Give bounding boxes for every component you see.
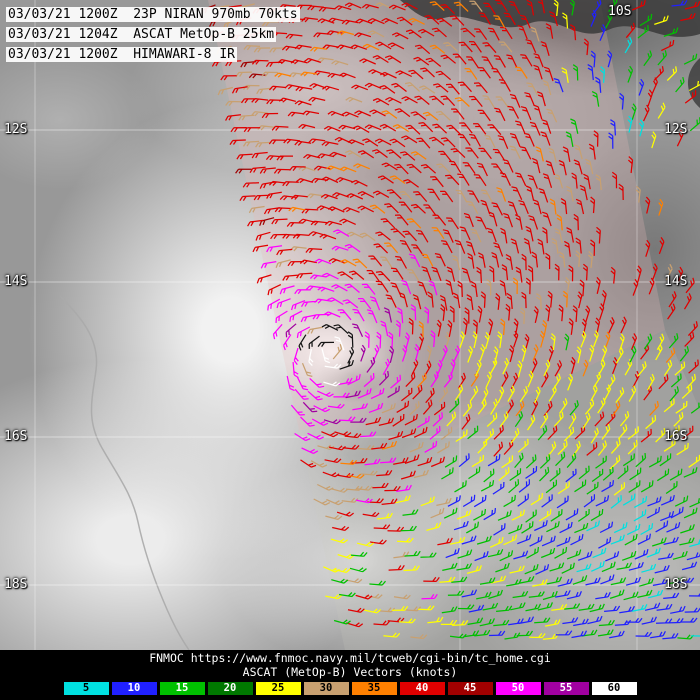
wind-barbs: [331, 0, 700, 640]
legend-swatch-30: 30: [303, 682, 349, 695]
legend-swatch-35: 35: [351, 682, 397, 695]
wind-barbs: [323, 0, 700, 640]
legend-swatch-25: 25: [255, 682, 301, 695]
wind-barbs: [209, 0, 700, 628]
landmass-right-edge: [687, 58, 700, 108]
wind-barbs: [285, 307, 400, 425]
satellite-ir-background: [0, 0, 700, 650]
footer-bar: FNMOC https://www.fnmoc.navy.mil/tcweb/c…: [0, 650, 700, 700]
wind-barbs: [213, 0, 673, 640]
legend-swatch-55: 55: [543, 682, 589, 695]
legend-swatch-20: 20: [207, 682, 253, 695]
wind-barbs: [308, 336, 345, 387]
header-info: 03/03/21 1200Z 23P NIRAN 970mb 70kts 03/…: [6, 3, 300, 63]
legend-swatch-50: 50: [495, 682, 541, 695]
legend-swatch-45: 45: [447, 682, 493, 695]
legend-swatch-10: 10: [111, 682, 157, 695]
header-line-satellite: 03/03/21 1200Z HIMAWARI-8 IR: [6, 47, 237, 62]
wind-speed-legend: 5 10 15 20 25 30 35 40 45 50 55 60: [0, 682, 700, 695]
coastline-australia: [59, 295, 190, 650]
header-line-ascat: 03/03/21 1204Z ASCAT MetOp-B 25km: [6, 27, 277, 42]
legend-swatch-15: 15: [159, 682, 205, 695]
wind-barbs: [298, 324, 355, 370]
landmass-new-guinea: [400, 0, 700, 37]
legend-swatch-40: 40: [399, 682, 445, 695]
header-line-storm: 03/03/21 1200Z 23P NIRAN 970mb 70kts: [6, 7, 300, 22]
legend-swatch-5: 5: [63, 682, 109, 695]
wind-vectors-overlay: [0, 0, 700, 650]
legend-swatch-60: 60: [591, 682, 637, 695]
wind-barbs: [445, 0, 700, 640]
wind-barbs: [260, 229, 461, 600]
footer-caption: ASCAT (MetOp-B) Vectors (knots): [242, 665, 458, 679]
footer-url: FNMOC https://www.fnmoc.navy.mil/tcweb/c…: [149, 651, 551, 665]
wind-barbs: [274, 1, 676, 479]
wind-barbs: [576, 36, 700, 637]
